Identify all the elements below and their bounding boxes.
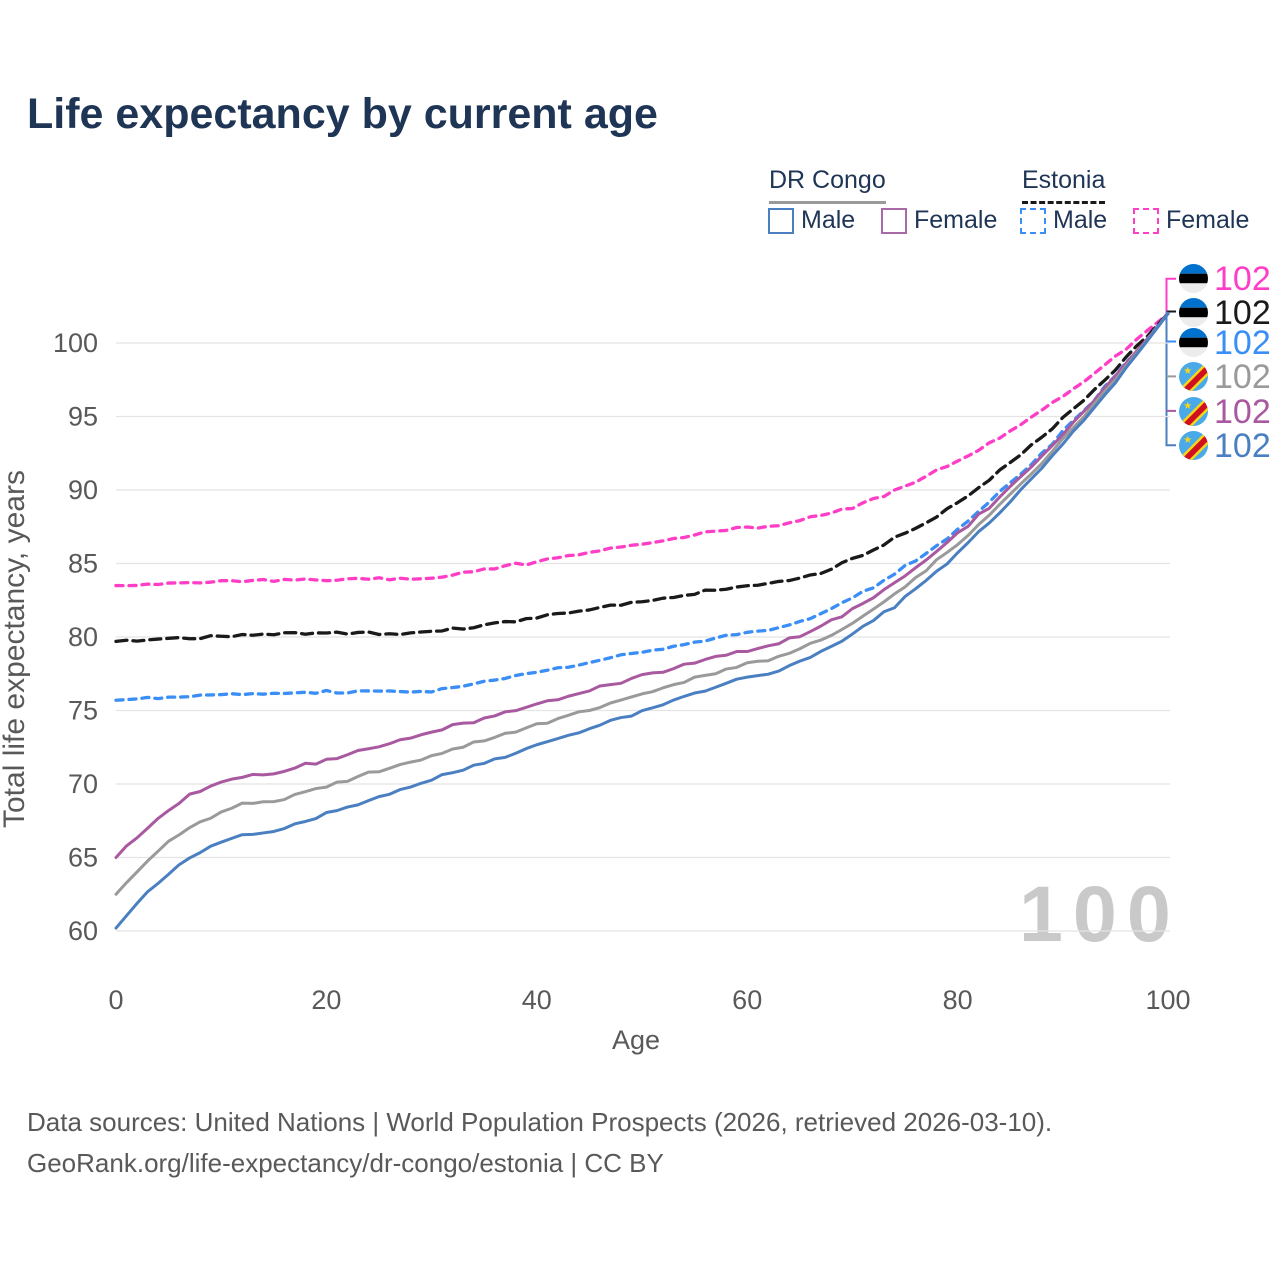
svg-text:65: 65 [68,843,98,873]
svg-text:75: 75 [68,696,98,726]
svg-text:20: 20 [311,985,341,1015]
svg-text:70: 70 [68,769,98,799]
svg-text:40: 40 [522,985,552,1015]
svg-text:0: 0 [108,985,123,1015]
svg-text:60: 60 [68,916,98,946]
svg-text:100: 100 [53,328,98,358]
svg-text:85: 85 [68,549,98,579]
svg-text:95: 95 [68,402,98,432]
svg-text:80: 80 [943,985,973,1015]
svg-text:90: 90 [68,475,98,505]
svg-text:80: 80 [68,622,98,652]
svg-text:60: 60 [732,985,762,1015]
svg-text:100: 100 [1145,985,1190,1015]
